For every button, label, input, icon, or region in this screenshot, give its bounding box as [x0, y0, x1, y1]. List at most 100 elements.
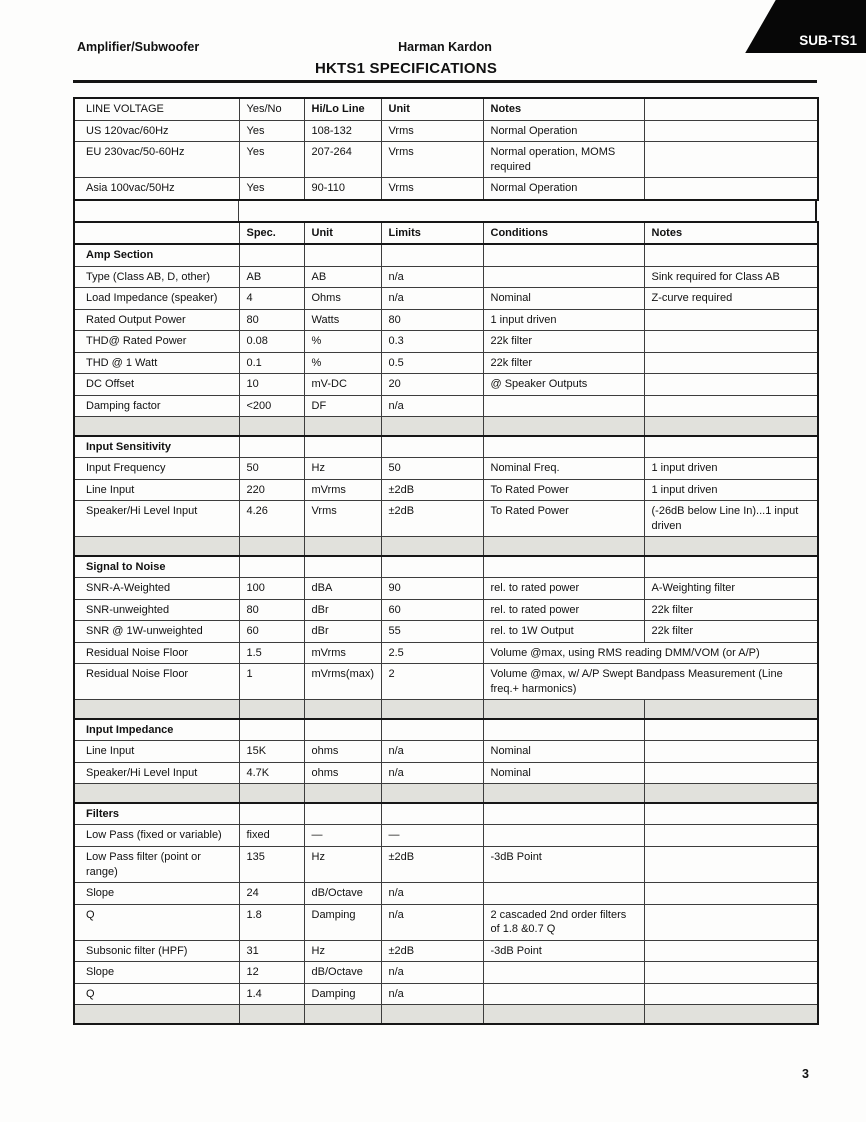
table-cell: mVrms [303, 478, 382, 502]
spacer-cell [643, 416, 819, 437]
table-cell: AB [303, 265, 382, 289]
section-header-row: Amp Section [73, 243, 819, 267]
table-cell: % [303, 351, 382, 375]
table-cell: fixed [238, 824, 305, 847]
table-cell [643, 802, 819, 826]
table-cell [643, 903, 819, 941]
table-row: Q 1.8 Damping n/a 2 cascaded 2nd order filte… [73, 903, 819, 941]
table-cell: 1.8 [238, 903, 305, 941]
page-number: 3 [802, 1067, 809, 1081]
table-row: SNR-A-Weighted 100 dBA 90 rel. to rated powe… [73, 577, 819, 600]
table-cell: dBA [303, 577, 382, 600]
table-cell [643, 373, 819, 396]
table-cell: <200 [238, 394, 305, 418]
table-cell: Normal Operation [482, 177, 645, 201]
table-cell: n/a [380, 740, 484, 763]
table-cell: 80 [238, 308, 305, 332]
table-cell [380, 718, 484, 742]
spacer-cell [238, 699, 305, 720]
table-cell [303, 802, 382, 826]
table-row: US 120vac/60Hz Yes 108-132 Vrms Normal Opera… [73, 119, 819, 143]
spacer-cell [482, 783, 645, 804]
table-cell: 60 [238, 620, 305, 643]
table-cell: Hz [303, 939, 382, 963]
table-cell: 0.3 [380, 330, 484, 353]
table-cell [643, 555, 819, 579]
section-header-row: Input Impedance [73, 718, 819, 742]
column-header-cell: Limits [380, 221, 484, 246]
table-row: DC Offset 10 mV-DC 20 @ Speaker Outputs [73, 373, 819, 396]
table-cell: SNR-unweighted [73, 598, 240, 622]
table-gap-row [73, 200, 817, 221]
table-cell: Yes [238, 119, 305, 143]
table-cell [238, 718, 305, 742]
table-cell: ±2dB [380, 845, 484, 884]
table-cell: 1 input driven [643, 457, 819, 480]
section-title-cell: Signal to Noise [73, 555, 240, 579]
table-cell: 80 [238, 598, 305, 622]
spacer-cell [380, 783, 484, 804]
spacer-cell [238, 783, 305, 804]
table-cell [482, 265, 645, 289]
column-header-cell: Unit [303, 221, 382, 246]
table-cell: AB [238, 265, 305, 289]
table-cell: ohms [303, 740, 382, 763]
table-cell [643, 394, 819, 418]
spacer-cell [73, 783, 240, 804]
table-row: Load Impedance (speaker) 4 Ohms n/a Nominal Z… [73, 287, 819, 310]
spacer-cell [643, 699, 819, 720]
table-cell: Speaker/Hi Level Input [73, 761, 240, 785]
table-row: Q 1.4 Damping n/a [73, 982, 819, 1006]
table-row: Asia 100vac/50Hz Yes 90-110 Vrms Normal Oper… [73, 177, 819, 201]
table-cell [643, 845, 819, 884]
section-title-cell: Amp Section [73, 243, 240, 267]
table-cell: Damping [303, 982, 382, 1006]
table-cell: mVrms(max) [303, 663, 382, 701]
table-cell: Rated Output Power [73, 308, 240, 332]
table-cell: @ Speaker Outputs [482, 373, 645, 396]
title-rule [73, 80, 817, 83]
table-cell: 80 [380, 308, 484, 332]
spacer-cell [643, 536, 819, 557]
table-row: Speaker/Hi Level Input 4.26 Vrms ±2dB To Rat… [73, 500, 819, 538]
section-title-cell: Filters [73, 802, 240, 826]
table-cell: 4 [238, 287, 305, 310]
table-cell [482, 961, 645, 984]
table-cell: 50 [238, 457, 305, 480]
table-cell: Speaker/Hi Level Input [73, 500, 240, 538]
table-cell: 50 [380, 457, 484, 480]
table-cell: Z-curve required [643, 287, 819, 310]
table-cell [643, 351, 819, 375]
table-cell: n/a [380, 882, 484, 905]
table-cell: Hz [303, 457, 382, 480]
column-header-cell: Unit [380, 97, 484, 121]
table-row: THD@ Rated Power 0.08% 0.3 22k filter [73, 330, 819, 353]
table-cell: rel. to rated power [482, 577, 645, 600]
table-cell: Sink required for Class AB [643, 265, 819, 289]
table-cell: Residual Noise Floor [73, 663, 240, 701]
column-header-cell: Notes [643, 221, 819, 246]
table-cell [380, 555, 484, 579]
table-cell: Residual Noise Floor [73, 641, 240, 665]
table-cell: Damping factor [73, 394, 240, 418]
table-cell: 60 [380, 598, 484, 622]
table-cell: ±2dB [380, 500, 484, 538]
table-cell: ±2dB [380, 478, 484, 502]
table-row: Type (Class AB, D, other) AB AB n/a Sink req… [73, 265, 819, 289]
table-cell: — [303, 824, 382, 847]
spacer-row [73, 536, 819, 557]
table-cell: n/a [380, 761, 484, 785]
table-cell: 20 [380, 373, 484, 396]
table-cell [643, 435, 819, 459]
table-cell: Asia 100vac/50Hz [73, 177, 240, 201]
table-cell: 100 [238, 577, 305, 600]
table-cell: Subsonic filter (HPF) [73, 939, 240, 963]
table-cell: Slope [73, 961, 240, 984]
conditions-span-cell: Volume @max, using RMS reading DMM/VOM (… [482, 641, 819, 665]
column-header-cell: Yes/No [238, 97, 305, 121]
table-cell [643, 982, 819, 1006]
spacer-cell [482, 1004, 645, 1025]
line-voltage-table-body: LINE VOLTAGE Yes/No Hi/Lo Line Unit Notes US … [73, 97, 819, 201]
table-row: Speaker/Hi Level Input 4.7K ohms n/a Nominal [73, 761, 819, 785]
